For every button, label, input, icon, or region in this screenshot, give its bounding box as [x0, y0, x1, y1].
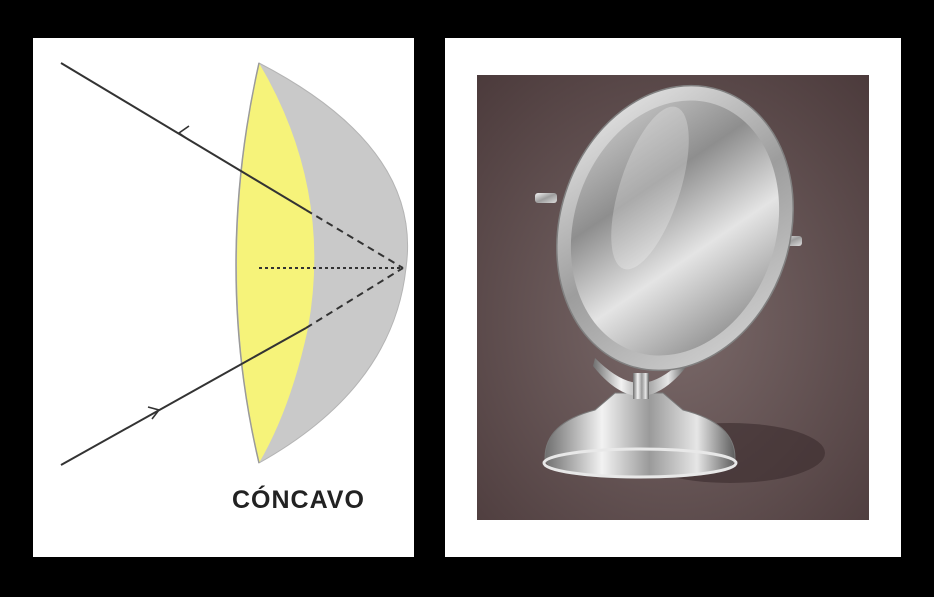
mirror-highlight: [611, 106, 689, 270]
lower-ray: [60, 327, 307, 466]
left-pivot: [535, 193, 557, 203]
reflective-face-edge: [235, 62, 260, 464]
mirror-base-rim: [542, 447, 738, 479]
mirror-glass: [570, 100, 780, 356]
reflective-face: [237, 63, 315, 463]
lower-ray-arrow: [147, 406, 161, 420]
photo-panel: [445, 38, 901, 557]
mirror-stem: [633, 373, 649, 399]
diagram-panel: CÓNCAVO: [33, 38, 414, 557]
upper-ray-arrow: [177, 125, 190, 141]
table-mirror-illustration: [477, 75, 869, 520]
mirror-type-label: CÓNCAVO: [232, 486, 365, 514]
concave-mirror-diagram: [60, 62, 408, 466]
upper-ray-extension: [305, 209, 404, 269]
mirror-stand: [593, 358, 687, 396]
